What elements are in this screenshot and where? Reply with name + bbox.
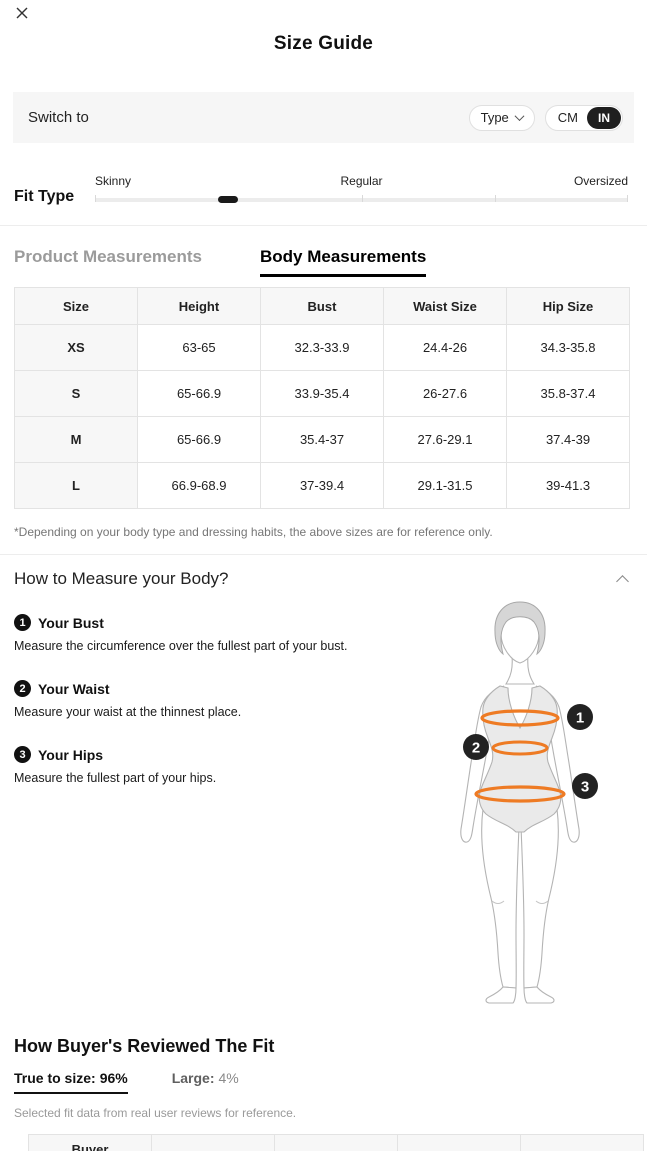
type-dropdown[interactable]: Type <box>468 104 535 131</box>
fit-stats: True to size: 96% Large: 4% <box>14 1070 633 1094</box>
fit-type-slider[interactable]: Skinny Regular Oversized <box>95 164 628 225</box>
svg-text:3: 3 <box>581 779 589 796</box>
unit-cm-option[interactable]: CM <box>557 110 578 125</box>
cell: 29.1-31.5 <box>383 462 507 509</box>
cell: 34.3-35.8 <box>506 324 630 371</box>
unit-in-option[interactable]: IN <box>587 106 621 129</box>
chevron-up-icon <box>616 574 629 588</box>
measure-item-title: Your Hips <box>38 746 104 763</box>
slider-tick <box>95 195 96 202</box>
how-to-measure-section: How to Measure your Body? 1 Your Bust Me… <box>0 554 647 1025</box>
slider-handle[interactable] <box>218 196 239 203</box>
slider-tick <box>361 195 363 202</box>
table-row-m: M 65-66.9 35.4-37 27.6-29.1 37.4-39 <box>14 416 630 463</box>
measure-item-title: Your Bust <box>38 614 104 631</box>
size-table-header-row: Size Height Bust Waist Size Hip Size <box>14 287 630 325</box>
switch-bar: Switch to Type CM IN <box>13 92 634 143</box>
slider-label-skinny: Skinny <box>95 174 132 188</box>
figure-badge-3: 3 <box>572 773 598 799</box>
stat-large[interactable]: Large: 4% <box>171 1070 239 1086</box>
slider-label-regular: Regular <box>340 174 383 188</box>
measure-item-hips: 3 Your Hips Measure the fullest part of … <box>14 746 392 787</box>
how-to-measure-header[interactable]: How to Measure your Body? <box>14 569 633 589</box>
step-badge: 1 <box>14 614 31 631</box>
cell: XS <box>14 324 138 371</box>
col-header-bust: Bust <box>260 287 384 325</box>
cell: 39-41.3 <box>506 462 630 509</box>
body-figure-illustration: 1 2 3 <box>420 596 620 1011</box>
fit-type-section: Fit Type Skinny Regular Oversized <box>0 164 647 226</box>
cell: 24.4-26 <box>383 324 507 371</box>
figure-badge-1: 1 <box>567 704 593 730</box>
cell: 27.6-29.1 <box>383 416 507 463</box>
cell: 66.9-68.9 <box>137 462 261 509</box>
size-table: Size Height Bust Waist Size Hip Size XS … <box>14 287 630 509</box>
review-section-title: How Buyer's Reviewed The Fit <box>14 1036 275 1056</box>
measure-item-description: Measure the fullest part of your hips. <box>14 771 217 786</box>
cell: 33.9-35.4 <box>260 370 384 417</box>
measure-item-bust: 1 Your Bust Measure the circumference ov… <box>14 614 392 655</box>
page-title: Size Guide <box>273 33 374 54</box>
cell: 26-27.6 <box>383 370 507 417</box>
cell: 35.4-37 <box>260 416 384 463</box>
switch-to-label: Switch to <box>28 109 89 126</box>
type-dropdown-label: Type <box>480 110 509 125</box>
table-row-l: L 66.9-68.9 37-39.4 29.1-31.5 39-41.3 <box>14 462 630 509</box>
table-row-s: S 65-66.9 33.9-35.4 26-27.6 35.8-37.4 <box>14 370 630 417</box>
waist-band <box>491 740 549 756</box>
cell: 35.8-37.4 <box>506 370 630 417</box>
col-header <box>520 1134 644 1151</box>
svg-text:1: 1 <box>576 710 584 727</box>
measure-item-description: Measure your waist at the thinnest place… <box>14 705 242 720</box>
step-badge: 2 <box>14 680 31 698</box>
bust-band <box>480 709 560 727</box>
buyer-review-section: How Buyer's Reviewed The Fit True to siz… <box>0 1036 647 1151</box>
cell: M <box>14 416 138 463</box>
chevron-down-icon <box>514 111 525 122</box>
review-note: Selected fit data from real user reviews… <box>14 1106 297 1120</box>
table-row-xs: XS 63-65 32.3-33.9 24.4-26 34.3-35.8 <box>14 324 630 371</box>
tab-body-measurements[interactable]: Body Measurements <box>260 247 427 277</box>
fit-type-label: Fit Type <box>14 188 75 205</box>
col-header-hip: Hip Size <box>506 287 630 325</box>
buyer-table-header-row: Buyer <box>28 1134 644 1151</box>
stat-true-to-size[interactable]: True to size: 96% <box>14 1070 128 1094</box>
buyer-review-table: Buyer <box>28 1134 644 1151</box>
col-header-size: Size <box>14 287 138 325</box>
cell: 37.4-39 <box>506 416 630 463</box>
cell: L <box>14 462 138 509</box>
cell: 65-66.9 <box>137 416 261 463</box>
how-to-measure-title: How to Measure your Body? <box>14 569 229 588</box>
col-header-height: Height <box>137 287 261 325</box>
tab-product-measurements[interactable]: Product Measurements <box>14 247 202 266</box>
measure-item-waist: 2 Your Waist Measure your waist at the t… <box>14 680 392 721</box>
col-header-buyer: Buyer <box>28 1134 152 1151</box>
figure-badge-2: 2 <box>463 734 489 760</box>
col-header <box>151 1134 275 1151</box>
unit-toggle[interactable]: CM IN <box>544 104 623 131</box>
cell: S <box>14 370 138 417</box>
measure-item-description: Measure the circumference over the fulle… <box>14 639 348 653</box>
cell: 63-65 <box>137 324 261 371</box>
cell: 32.3-33.9 <box>260 324 384 371</box>
measure-item-title: Your Waist <box>38 680 110 697</box>
svg-text:2: 2 <box>472 740 480 757</box>
col-header-waist: Waist Size <box>383 287 507 325</box>
measurement-tabs: Product Measurements Body Measurements <box>0 247 647 277</box>
col-header <box>274 1134 398 1151</box>
cell: 37-39.4 <box>260 462 384 509</box>
cell: 65-66.9 <box>137 370 261 417</box>
col-header <box>397 1134 521 1151</box>
hip-band <box>474 785 566 803</box>
size-disclaimer: *Depending on your body type and dressin… <box>14 525 493 539</box>
step-badge: 3 <box>14 746 31 764</box>
slider-label-oversized: Oversized <box>573 174 628 188</box>
slider-tick <box>494 195 496 202</box>
slider-tick <box>627 195 628 202</box>
close-icon[interactable] <box>14 5 32 23</box>
